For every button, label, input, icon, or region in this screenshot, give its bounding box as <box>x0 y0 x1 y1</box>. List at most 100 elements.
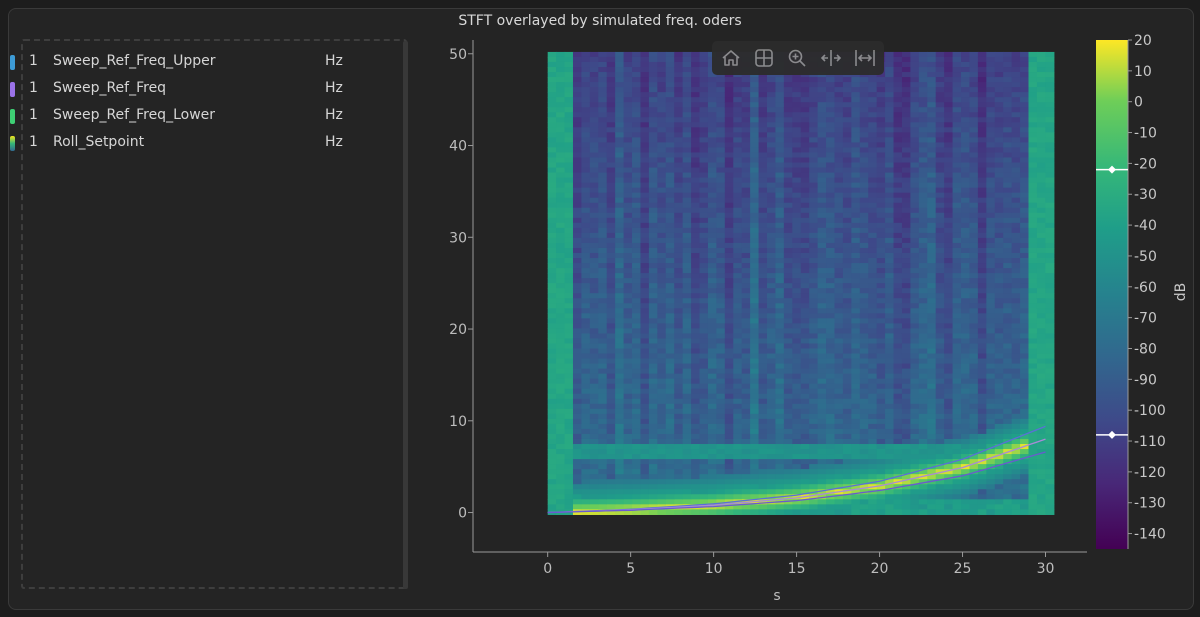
heatmap-cell <box>572 489 583 495</box>
heatmap-cell <box>623 202 633 209</box>
heatmap-cell <box>918 197 928 204</box>
heatmap-cell <box>918 187 928 194</box>
heatmap-cell <box>547 182 557 189</box>
heatmap-cell <box>986 222 996 229</box>
heatmap-cell <box>598 464 608 470</box>
heatmap-cell <box>589 303 599 309</box>
heatmap-cell <box>699 293 709 299</box>
heatmap-cell <box>783 212 793 219</box>
heatmap-cell <box>910 484 920 490</box>
heatmap-cell <box>851 323 861 329</box>
heatmap-cell <box>682 247 692 254</box>
heatmap-cell <box>589 474 599 480</box>
heatmap-cell <box>733 428 743 435</box>
heatmap-cell <box>893 308 903 314</box>
heatmap-cell <box>893 268 903 274</box>
heatmap-cell <box>927 378 937 385</box>
heatmap-cell <box>817 107 827 113</box>
heatmap-cell <box>623 338 633 345</box>
heatmap-cell <box>859 117 869 123</box>
legend-item-sweep-ref-freq-upper[interactable]: 1 Sweep_Ref_Freq_Upper Hz <box>10 52 370 72</box>
heatmap-cell <box>640 268 650 274</box>
heatmap-cell <box>876 363 886 370</box>
heatmap-cell <box>564 132 574 138</box>
heatmap-cell <box>741 383 751 390</box>
heatmap-cell <box>741 353 751 360</box>
heatmap-cell <box>589 97 599 103</box>
heatmap-cell <box>564 102 574 108</box>
heatmap-cell <box>792 278 802 284</box>
legend-item-sweep-ref-freq-lower[interactable]: 1 Sweep_Ref_Freq_Lower Hz <box>10 106 370 126</box>
heatmap-cell <box>733 489 743 495</box>
legend-scrollbar[interactable] <box>403 41 408 589</box>
heatmap-cell <box>927 162 937 169</box>
heatmap-cell <box>623 167 633 174</box>
legend-item-sweep-ref-freq[interactable]: 1 Sweep_Ref_Freq Hz <box>10 79 370 99</box>
heatmap-cell <box>707 268 717 274</box>
heatmap-cell <box>842 122 852 128</box>
heatmap-cell <box>842 308 852 314</box>
heatmap-cell <box>724 147 734 154</box>
heatmap-cell <box>682 303 692 309</box>
heatmap-cell <box>944 237 954 244</box>
heatmap-cell <box>657 67 667 73</box>
heatmap-cell <box>792 303 802 309</box>
heatmap-cell <box>977 132 987 138</box>
heatmap-cell <box>665 499 675 505</box>
heatmap-cell <box>775 293 785 299</box>
heatmap-cell <box>665 408 675 415</box>
heatmap-cell <box>564 413 574 420</box>
heatmap-cell <box>792 459 802 465</box>
heatmap-cell <box>944 298 954 304</box>
heatmap-cell <box>935 358 945 365</box>
heatmap-cell <box>564 72 574 78</box>
heatmap-cell <box>935 509 945 515</box>
heatmap-cell <box>724 237 734 244</box>
heatmap-cell <box>893 273 903 279</box>
heatmap-cell <box>758 192 768 199</box>
heatmap-cell <box>741 122 751 128</box>
heatmap-cell <box>901 167 912 174</box>
heatmap-cell <box>910 177 920 184</box>
heatmap-cell <box>682 217 692 224</box>
heatmap-cell <box>885 263 895 269</box>
heatmap-cell <box>674 383 684 390</box>
heatmap-cell <box>944 187 954 194</box>
heatmap-cell <box>750 273 760 279</box>
heatmap-cell <box>657 444 667 450</box>
heatmap-cell <box>961 232 971 239</box>
heatmap-cell <box>994 268 1004 274</box>
heatmap-cell <box>994 323 1004 329</box>
heatmap-cell <box>885 459 895 465</box>
heatmap-cell <box>842 117 852 123</box>
heatmap-cell <box>699 167 709 174</box>
heatmap-cell <box>910 323 920 329</box>
heatmap-cell <box>859 237 869 244</box>
heatmap-cell <box>623 413 633 420</box>
heatmap-cell <box>851 454 861 460</box>
heatmap-cell <box>564 303 574 309</box>
heatmap-cell <box>986 509 996 515</box>
heatmap-cell <box>868 328 878 335</box>
heatmap-cell <box>716 147 726 154</box>
legend-item-roll-setpoint[interactable]: 1 Roll_Setpoint Hz <box>10 133 370 153</box>
heatmap-cell <box>598 107 608 113</box>
heatmap-cell <box>665 303 675 309</box>
heatmap-cell <box>977 338 987 345</box>
heatmap-cell <box>556 494 566 500</box>
heatmap-cell <box>556 368 566 375</box>
heatmap-cell <box>885 72 895 78</box>
heatmap-cell <box>741 423 751 430</box>
heatmap-cell <box>986 87 996 93</box>
heatmap-cell <box>615 197 625 204</box>
heatmap-cell <box>657 177 667 184</box>
heatmap-cell <box>918 494 928 500</box>
heatmap-cell <box>589 308 599 314</box>
heatmap-cell <box>758 433 768 440</box>
heatmap-cell <box>1003 67 1013 73</box>
heatmap-cell <box>809 358 819 365</box>
heatmap-cell <box>901 162 912 169</box>
heatmap-cell <box>952 77 962 83</box>
heatmap-cell <box>750 232 760 239</box>
